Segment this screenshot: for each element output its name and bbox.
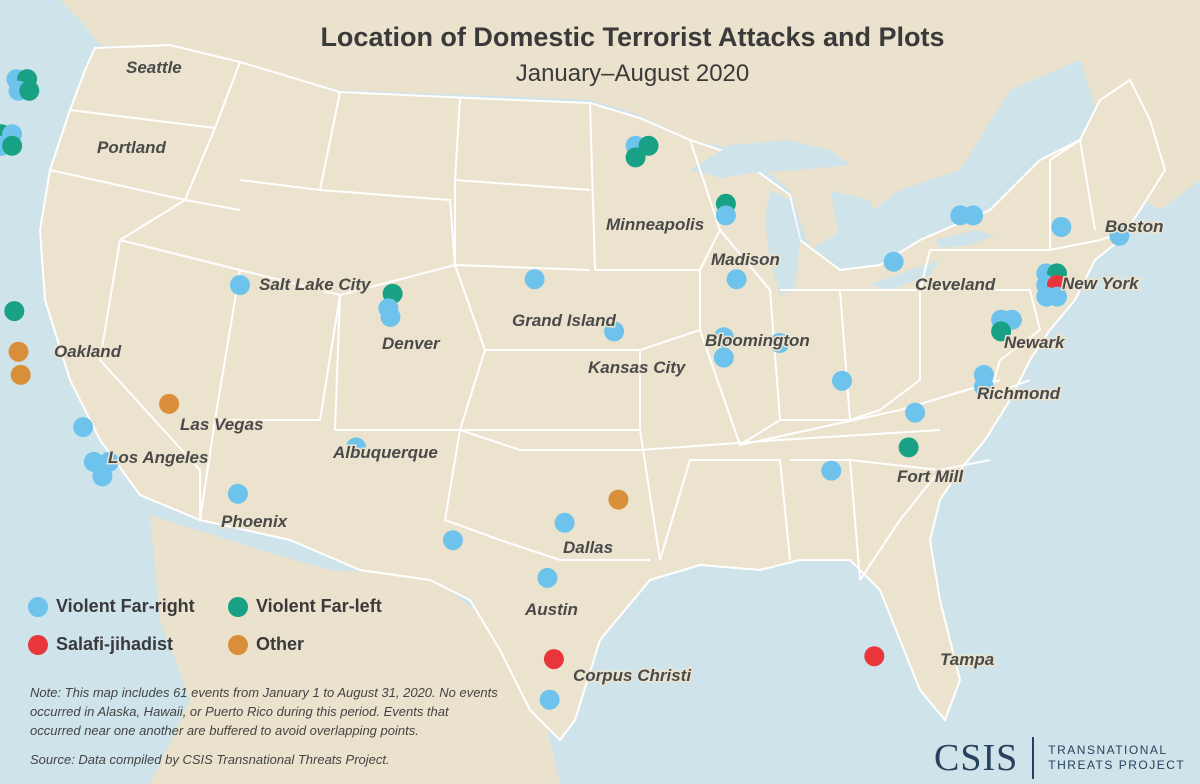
lake-superior [690,140,850,178]
legend-label: Salafi-jihadist [56,634,174,654]
event-marker-salafi [864,646,885,667]
legend-item-far-right: Violent Far-right [28,596,195,617]
event-marker-far-right [963,205,984,226]
far-right-dot-icon [28,596,48,617]
event-marker-far-right [227,483,248,504]
mexico-land [150,515,560,784]
lake-michigan [765,190,800,295]
legend-item-far-left: Violent Far-left [228,596,382,617]
salafi-jihadist-dot-icon [28,634,48,655]
event-marker-far-right [715,205,736,226]
map-subtitle: January–August 2020 [515,60,750,87]
legend-item-other: Other [228,634,304,655]
map-title: Location of Domestic Terrorist Attacks a… [320,22,945,52]
event-marker-far-right [1047,286,1067,307]
event-marker-other [159,393,180,414]
event-marker-far-right [604,321,625,342]
event-marker-far-right [524,269,545,290]
event-marker-far-left [625,147,646,168]
logo-wordmark: CSIS [934,737,1019,779]
state-borders [49,61,1131,581]
event-marker-other [608,489,629,510]
event-marker-far-right [83,451,104,472]
event-marker-far-right [713,327,734,348]
event-marker-far-right [713,347,734,368]
event-marker-far-right [1051,217,1072,237]
us-landmass [38,43,1167,742]
logo-divider [1032,737,1035,779]
legend-label: Violent Far-left [256,596,382,616]
csis-logo: CSIS TRANSNATIONAL THREATS PROJECT [934,736,1185,780]
event-marker-far-right [537,567,558,588]
event-marker-salafi [543,649,564,670]
lake-huron [830,190,880,260]
event-marker-far-left [19,80,40,101]
far-left-dot-icon [228,596,248,617]
event-marker-far-left [638,135,659,156]
event-marker-far-right [442,530,463,551]
event-marker-far-right [832,370,852,391]
event-marker-far-right [905,402,926,423]
event-marker-far-right [726,269,747,290]
event-marker-far-right [973,376,994,397]
event-marker-far-right [380,306,401,327]
event-marker-far-right [539,689,560,710]
other-dot-icon [228,634,248,655]
logo-line-1: TRANSNATIONAL [1048,743,1168,757]
event-marker-other [8,341,29,362]
event-marker-far-left [991,321,1012,342]
event-markers [0,69,1130,710]
event-marker-far-left [898,437,919,458]
lake-ontario [935,230,995,248]
lake-erie [870,260,940,290]
event-marker-far-right [1109,225,1130,246]
event-marker-far-right [92,466,113,487]
event-marker-far-left [4,301,25,322]
event-marker-far-right [883,251,904,272]
event-marker-other [10,364,31,385]
logo-subtitle: TRANSNATIONAL THREATS PROJECT [1048,743,1185,773]
logo-line-2: THREATS PROJECT [1048,758,1186,772]
event-marker-far-left [2,135,23,156]
legend-item-salafi-jihadist: Salafi-jihadist [28,634,173,655]
canada-land [60,0,1200,250]
legend-label: Violent Far-right [56,596,195,616]
event-marker-far-right [769,333,790,353]
map-note: Note: This map includes 61 events from J… [30,685,498,738]
event-marker-far-right [554,512,575,533]
event-marker-far-right [821,460,842,481]
event-marker-far-right [346,437,367,458]
legend-label: Other [256,634,305,654]
map-source: Source: Data compiled by CSIS Transnatio… [30,752,390,767]
event-marker-far-right [230,275,250,295]
event-marker-far-right [73,417,94,438]
